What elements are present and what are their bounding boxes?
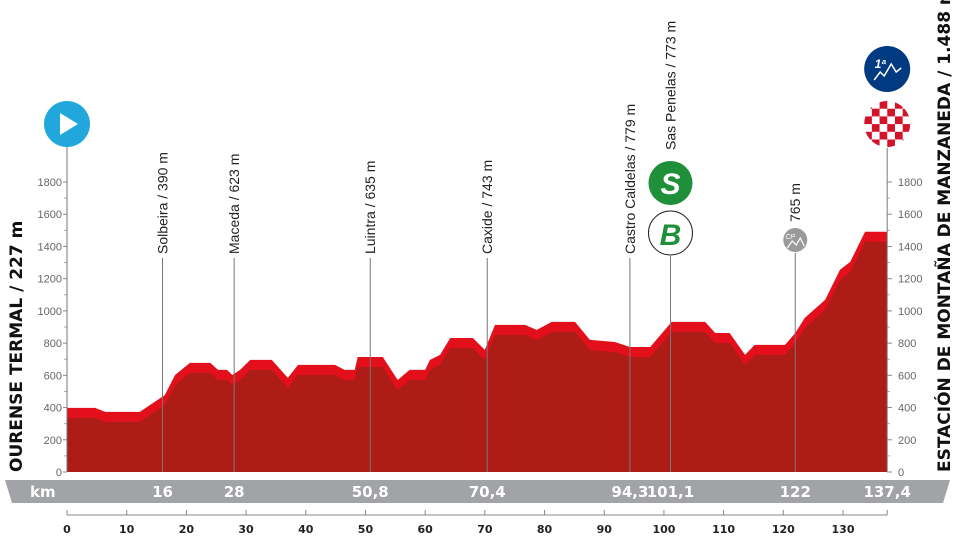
y-tick-label-left: 400 [44, 403, 62, 415]
y-tick-label-right: 0 [898, 467, 904, 479]
km-band [5, 480, 950, 503]
checker-square [871, 139, 880, 147]
x-tick-label: 50 [358, 523, 374, 536]
waypoint-label: Sas Penelas / 773 m [662, 21, 678, 150]
y-tick-label-left: 1200 [38, 274, 62, 286]
km-band-unit: km [30, 483, 56, 501]
km-band-label: 16 [152, 483, 173, 501]
y-tick-label-right: 400 [898, 403, 916, 415]
km-band-label: 101,1 [647, 483, 694, 501]
checker-square [894, 101, 903, 109]
y-tick-label-right: 1400 [898, 241, 922, 253]
x-tick-label: 70 [477, 523, 493, 536]
waypoint-label: Luintra / 635 m [362, 161, 378, 254]
checker-square [902, 108, 911, 117]
checker-square [894, 116, 903, 125]
mountain-icon [873, 62, 902, 81]
climb-category-icon [864, 46, 911, 92]
y-tick-label-left: 1400 [38, 241, 62, 253]
checker-square [894, 131, 903, 140]
y-tick-label-right: 200 [898, 435, 916, 447]
start-label: OURENSE TERMAL / 227 m [7, 221, 27, 472]
sprint-icon [648, 161, 693, 205]
checker-square [887, 139, 895, 147]
finish-label: ESTACIÓN DE MONTAÑA DE MANZANEDA / 1.488… [932, 0, 955, 472]
profile-area [67, 231, 888, 472]
x-tick-label: 60 [417, 523, 433, 536]
x-tick-label: 80 [537, 523, 553, 536]
checker-square [864, 101, 872, 109]
x-tick-label: 40 [298, 523, 314, 536]
checker-square [871, 124, 880, 132]
y-tick-label-left: 1800 [38, 177, 62, 189]
y-tick-label-left: 200 [44, 435, 62, 447]
checker-square [879, 131, 888, 140]
km-band-label: 50,8 [352, 483, 389, 501]
play-icon [60, 113, 78, 135]
km-band-label: 28 [224, 483, 245, 501]
waypoint-label: Maceda / 623 m [226, 154, 242, 254]
x-tick-label: 10 [119, 523, 135, 536]
waypoint-label: 765 m [787, 183, 803, 222]
sprint-icon-letter: S [660, 168, 680, 201]
waypoint-label: Solbeira / 390 m [155, 152, 171, 254]
checker-square [887, 124, 895, 132]
y-tick-label-left: 600 [44, 370, 62, 382]
bonus-icon [647, 210, 693, 256]
x-tick-label: 100 [652, 523, 675, 536]
y-tick-label-left: 800 [44, 338, 62, 350]
x-tick-label: 130 [832, 523, 855, 536]
waypoint-label: Caxide / 743 m [479, 160, 495, 254]
y-tick-label-left: 1600 [38, 209, 62, 221]
mountain-icon [786, 236, 805, 249]
y-tick-label-right: 1600 [898, 209, 922, 221]
checker-square [871, 108, 880, 117]
bonus-icon-letter: B [660, 219, 682, 252]
y-tick-label-right: 1800 [898, 177, 922, 189]
x-tick-label: 0 [63, 523, 71, 536]
y-tick-label-right: 600 [898, 370, 916, 382]
x-tick-label: 120 [772, 523, 795, 536]
checker-square [879, 116, 888, 125]
x-tick-label: 110 [712, 523, 735, 536]
checker-square [902, 124, 911, 132]
climb-category-text: 1ª [875, 57, 887, 71]
checker-square [879, 101, 888, 109]
checker-square [887, 108, 895, 117]
checkpoint-icon-text: CP [785, 234, 795, 241]
y-tick-label-right: 800 [898, 338, 916, 350]
checker-square [864, 116, 872, 125]
x-tick-label: 90 [597, 523, 613, 536]
waypoint-label: Castro Caldelas / 779 m [622, 104, 638, 254]
x-tick-label: 30 [238, 523, 254, 536]
x-tick-label: 20 [179, 523, 195, 536]
checker-square [902, 139, 911, 147]
km-band-label: 122 [780, 483, 811, 501]
y-tick-label-left: 1000 [38, 306, 62, 318]
y-tick-label-right: 1200 [898, 274, 922, 286]
km-band-label: 70,4 [469, 483, 506, 501]
km-band-label: 94,3 [611, 483, 648, 501]
y-tick-label-right: 1000 [898, 306, 922, 318]
km-band-label: 137,4 [863, 483, 910, 501]
y-tick-label-left: 0 [56, 467, 62, 479]
checker-square [864, 131, 872, 140]
